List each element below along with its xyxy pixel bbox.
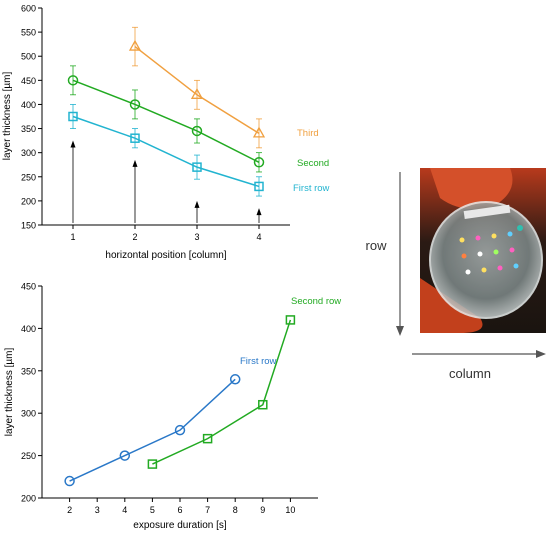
y-tick-label: 400 (21, 324, 36, 334)
photo-axes: row column (366, 172, 546, 381)
dot (497, 265, 503, 271)
y-tick-label: 200 (21, 196, 36, 206)
x-axis-label: horizontal position [column] (105, 250, 226, 261)
data-point (130, 133, 140, 143)
finger-top (430, 168, 513, 210)
y-tick-label: 350 (21, 124, 36, 134)
sample-photo (420, 168, 546, 333)
series-label: First row (293, 183, 330, 194)
y-tick-label: 300 (21, 409, 36, 419)
data-point (174, 424, 186, 436)
chart-bottom: 200 250 300 350 400 450 2 3 4 5 6 7 8 9 10 layer thickn… (4, 282, 341, 532)
dot (491, 233, 497, 239)
dot (513, 263, 519, 269)
annotation-arrow-head (256, 208, 262, 216)
row-arrow-head (396, 326, 404, 336)
y-tick-label: 250 (21, 451, 36, 461)
x-axis-label: exposure duration [s] (133, 520, 227, 531)
data-point (68, 111, 78, 122)
column-label: column (449, 366, 491, 381)
y-tick-label: 200 (21, 494, 36, 504)
data-point (190, 87, 204, 99)
chart-top: 150 200 250 300 350 400 450 500 550 600 1 2 3 4 layer … (2, 4, 330, 262)
data-point (252, 126, 266, 138)
x-tick-label: 4 (122, 505, 127, 515)
dot (493, 249, 499, 255)
disc-label-strip (463, 204, 511, 220)
y-tick-label: 500 (21, 52, 36, 62)
y-axis-label: layer thickness [µm] (2, 72, 13, 161)
x-tick-label: 2 (67, 505, 72, 515)
dot (477, 251, 483, 257)
dot (465, 269, 471, 275)
dot (509, 247, 515, 253)
dot (481, 267, 487, 273)
column-arrow-head (536, 350, 546, 358)
series-line (69, 378, 236, 482)
y-axis-label: layer thickness [µm] (4, 348, 15, 437)
y-tick-label: 300 (21, 148, 36, 158)
x-tick-label: 4 (256, 232, 261, 242)
data-point (129, 99, 141, 110)
data-point (285, 315, 296, 325)
series-label: Second (297, 158, 329, 169)
series-label: Second row (291, 296, 341, 307)
y-tick-label: 150 (21, 221, 36, 231)
y-tick-label: 550 (21, 28, 36, 38)
data-point (191, 125, 203, 137)
hydrogel-disc (429, 201, 543, 319)
annotation-arrow-head (132, 159, 138, 167)
dot (507, 231, 513, 237)
data-point (119, 450, 131, 461)
y-tick-label: 350 (21, 366, 36, 376)
x-tick-label: 7 (205, 505, 210, 515)
row-label: row (366, 238, 388, 253)
series-line (72, 79, 260, 163)
y-tick-label: 400 (21, 100, 36, 110)
data-point (128, 39, 142, 51)
data-point (253, 157, 265, 168)
data-point (254, 181, 264, 192)
x-tick-label: 2 (132, 232, 137, 242)
x-tick-label: 10 (285, 505, 295, 515)
series-line (152, 319, 292, 465)
dot (461, 253, 467, 259)
x-tick-label: 1 (70, 232, 75, 242)
y-tick-label: 450 (21, 76, 36, 86)
data-point (64, 475, 75, 487)
data-point (67, 75, 79, 86)
x-tick-label: 8 (233, 505, 238, 515)
series-line (72, 115, 260, 188)
dot (475, 235, 481, 241)
data-point (202, 433, 213, 444)
x-tick-label: 5 (150, 505, 155, 515)
dot (459, 237, 465, 243)
data-point (147, 459, 158, 469)
annotation-arrow-head (70, 140, 76, 148)
x-tick-label: 3 (95, 505, 100, 515)
series-label: Third (297, 128, 319, 139)
y-tick-label: 450 (21, 282, 36, 292)
x-tick-label: 3 (194, 232, 199, 242)
x-tick-label: 6 (177, 505, 182, 515)
annotation-arrow-head (194, 200, 200, 208)
y-tick-label: 600 (21, 4, 36, 14)
y-tick-label: 250 (21, 172, 36, 182)
data-point (258, 399, 268, 410)
data-point (229, 374, 241, 385)
data-point (192, 162, 202, 172)
x-tick-label: 9 (260, 505, 265, 515)
dot (517, 225, 523, 231)
series-label: First row (240, 356, 277, 367)
